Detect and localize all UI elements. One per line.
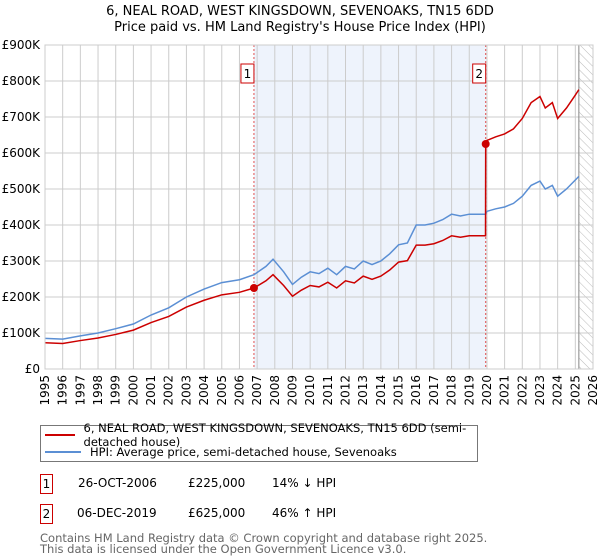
x-tick-label: 2025: [568, 375, 582, 406]
y-tick-label: £0: [25, 362, 40, 376]
y-tick-label: £500K: [2, 182, 42, 196]
future-hatch: [578, 45, 593, 369]
x-tick-label: 2022: [515, 375, 529, 406]
series-line-hpi: [44, 175, 580, 340]
sale-hpi-diff: 46% ↑ HPI: [272, 506, 337, 520]
sale-price: £625,000: [188, 506, 246, 520]
y-tick-label: £700K: [2, 110, 42, 124]
y-tick-label: £200K: [2, 290, 42, 304]
y-tick-label: £400K: [2, 218, 42, 232]
x-tick-label: 2000: [126, 375, 140, 406]
x-tick-label: 2020: [480, 375, 494, 406]
legend-item-price: 6, NEAL ROAD, WEST KINGSDOWN, SEVENOAKS,…: [45, 421, 477, 449]
x-tick-label: 2015: [392, 375, 406, 406]
sale-price: £225,000: [188, 476, 246, 490]
sale-date: 26-OCT-2006: [78, 476, 157, 490]
x-tick-label: 2002: [162, 375, 176, 406]
x-tick-label: 1996: [56, 375, 70, 406]
x-tick-label: 2009: [285, 375, 299, 406]
plot-border: [44, 44, 594, 370]
sale-marker-badge: 2: [40, 504, 53, 524]
x-tick-label: 2014: [374, 375, 388, 406]
x-tick-label: 2001: [144, 375, 158, 406]
sale-date: 06-DEC-2019: [77, 506, 157, 520]
y-tick-label: £100K: [2, 326, 42, 340]
attribution-line: This data is licensed under the Open Gov…: [40, 542, 407, 556]
legend-item-hpi: HPI: Average price, semi-detached house,…: [45, 444, 397, 460]
x-tick-label: 1998: [91, 375, 105, 406]
x-tick-label: 2023: [533, 375, 547, 406]
x-tick-label: 2003: [179, 375, 193, 406]
x-tick-label: 2004: [197, 375, 211, 406]
sale-point: [249, 284, 258, 292]
sale-point: [481, 140, 490, 148]
price-chart: £0 £100K £200K £300K £400K £500K £600K £700K £80…: [2, 38, 600, 406]
series-line-price: [44, 89, 580, 345]
sale-hpi-diff: 14% ↓ HPI: [272, 476, 337, 490]
x-tick-label: 2018: [445, 375, 459, 406]
chart-subtitle: Price paid vs. HM Land Registry's House …: [114, 20, 486, 35]
ownership-period-shade: [253, 45, 486, 369]
x-tick-label: 2008: [268, 375, 282, 406]
x-tick-label: 2017: [427, 375, 441, 406]
y-tick-label: £900K: [2, 38, 42, 52]
sale-marker-badge: 1: [40, 474, 53, 494]
legend-swatch-price: [45, 434, 75, 436]
x-tick-label: 2006: [232, 375, 246, 406]
x-tick-label: 2019: [462, 375, 476, 406]
x-tick-label: 2005: [215, 375, 229, 406]
x-tick-label: 1997: [73, 375, 87, 406]
x-tick-label: 2026: [586, 375, 600, 406]
sale-marker-box: [472, 63, 487, 84]
chart-title: 6, NEAL ROAD, WEST KINGSDOWN, SEVENOAKS,…: [106, 4, 494, 19]
legend-swatch-hpi: [45, 451, 81, 453]
y-tick-label: £800K: [2, 74, 42, 88]
x-tick-label: 2024: [551, 375, 565, 406]
x-tick-label: 2007: [250, 375, 264, 406]
x-tick-label: 2010: [303, 375, 317, 406]
sale-marker-label: 1: [244, 67, 252, 81]
sale-marker-label: 2: [475, 67, 483, 81]
legend-label-hpi: HPI: Average price, semi-detached house,…: [90, 445, 397, 459]
x-tick-label: 1995: [38, 375, 52, 406]
sale-marker-box: [240, 63, 255, 84]
x-tick-label: 2012: [339, 375, 353, 406]
y-tick-label: £300K: [2, 254, 42, 268]
x-tick-label: 1999: [109, 375, 123, 406]
legend: 6, NEAL ROAD, WEST KINGSDOWN, SEVENOAKS,…: [40, 421, 478, 462]
attribution-line: Contains HM Land Registry data © Crown c…: [40, 531, 488, 545]
x-tick-label: 2011: [321, 375, 335, 406]
x-tick-label: 2013: [356, 375, 370, 406]
attribution: Contains HM Land Registry data © Crown c…: [40, 531, 488, 556]
legend-label-price: 6, NEAL ROAD, WEST KINGSDOWN, SEVENOAKS,…: [83, 421, 467, 449]
x-tick-label: 2016: [409, 375, 423, 406]
y-tick-label: £600K: [2, 146, 42, 160]
x-tick-label: 2021: [498, 375, 512, 406]
